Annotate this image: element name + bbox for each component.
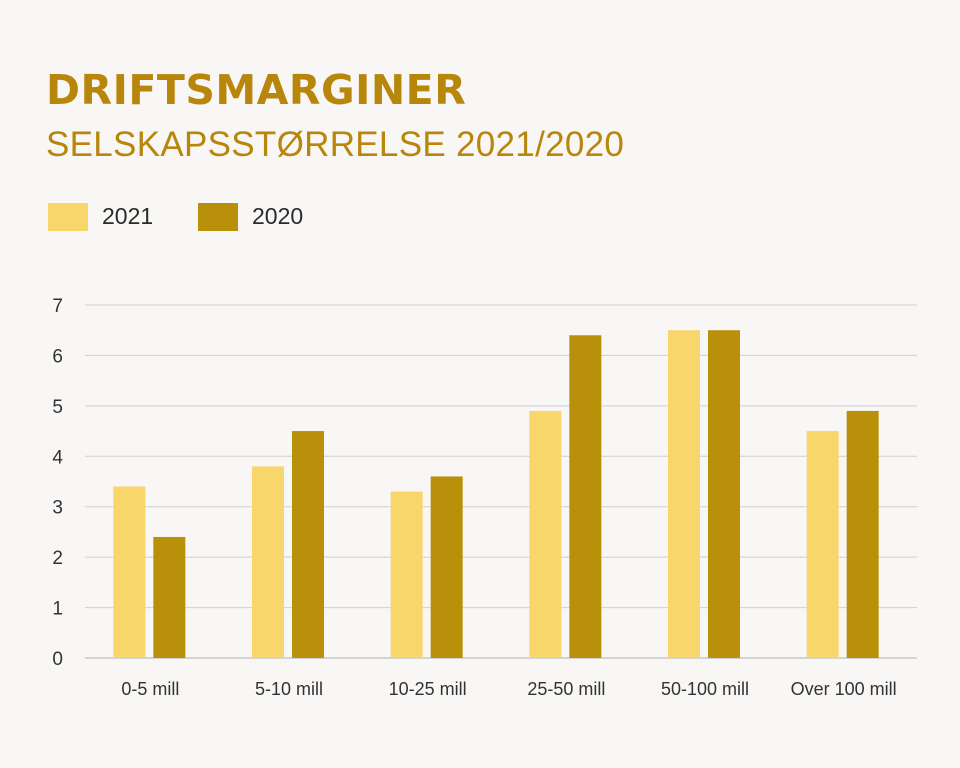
bar-2020-2 (430, 476, 463, 658)
chart-title: DRIFTSMARGINER (46, 66, 467, 114)
legend-label-2021: 2021 (102, 203, 154, 229)
y-tick-label: 0 (52, 649, 63, 670)
bar-2020-3 (569, 335, 602, 658)
x-tick-label: 10-25 mill (389, 679, 467, 699)
y-tick-label: 2 (52, 548, 63, 569)
bar-2021-5 (806, 431, 839, 658)
bar-chart: 0 1 2 3 4 5 6 7 0-5 mill 5-10 mill 10-25 mill 25-5… (52, 296, 917, 699)
gridlines (85, 304, 917, 659)
x-axis-ticks: 0-5 mill 5-10 mill 10-25 mill 25-50 mill 50-… (121, 679, 896, 699)
y-tick-label: 4 (52, 447, 63, 468)
legend-label-2020: 2020 (252, 203, 304, 229)
bar-2020-1 (292, 431, 324, 658)
bar-2020-4 (708, 330, 740, 658)
x-tick-label: 5-10 mill (255, 679, 323, 699)
bar-2021-1 (252, 466, 284, 658)
bars (113, 330, 879, 658)
y-tick-label: 7 (52, 296, 63, 317)
x-tick-label: Over 100 mill (791, 679, 897, 699)
bar-2021-0 (113, 486, 146, 658)
bar-2021-2 (390, 491, 423, 658)
y-tick-label: 5 (52, 397, 63, 418)
chart-subtitle: SELSKAPSSTØRRELSE 2021/2020 (46, 125, 625, 164)
bar-2021-4 (668, 330, 700, 658)
y-tick-label: 6 (52, 346, 63, 367)
legend-swatch-2021 (48, 203, 88, 231)
y-axis-ticks: 0 1 2 3 4 5 6 7 (52, 296, 63, 670)
x-tick-label: 25-50 mill (527, 679, 605, 699)
x-tick-label: 50-100 mill (661, 679, 749, 699)
bar-2020-5 (846, 410, 879, 658)
x-tick-label: 0-5 mill (121, 679, 179, 699)
legend-swatch-2020 (198, 203, 238, 231)
y-tick-label: 1 (52, 599, 63, 620)
bar-2020-0 (153, 536, 186, 658)
bar-2021-3 (529, 410, 562, 658)
y-tick-label: 3 (52, 498, 63, 519)
